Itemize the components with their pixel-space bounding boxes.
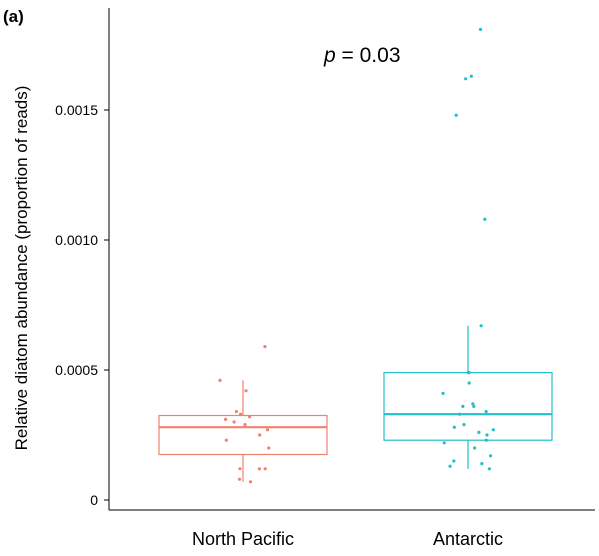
data-point [464, 77, 468, 81]
p-value-annotation: p = 0.03 [323, 44, 401, 67]
x-category-label: North Pacific [192, 529, 294, 549]
data-point [478, 27, 483, 31]
data-point [442, 441, 446, 445]
data-point [243, 423, 247, 427]
data-point [218, 378, 222, 382]
data-point [265, 428, 270, 432]
data-point [257, 467, 262, 471]
p-value-text: = 0.03 [336, 44, 401, 67]
y-tick-label: 0.0015 [55, 102, 98, 118]
data-point [258, 433, 262, 437]
data-point [485, 433, 489, 437]
data-point [487, 467, 492, 471]
data-point [263, 467, 267, 471]
y-tick-label: 0.0010 [55, 232, 98, 248]
data-point [479, 324, 483, 328]
data-point [462, 423, 466, 427]
box-groups: North Pacific Antarctic [158, 27, 553, 549]
data-point [484, 410, 488, 414]
axes: 0 0.0005 0.0010 0.0015 [55, 8, 595, 511]
data-point [473, 446, 477, 450]
data-point [472, 404, 476, 408]
y-tick-label: 0 [90, 492, 98, 508]
data-point [452, 425, 456, 429]
data-point [238, 412, 243, 416]
data-point [469, 74, 473, 78]
data-point [484, 438, 488, 442]
data-point [491, 428, 495, 432]
data-point [232, 420, 236, 424]
panel-label: (a) [3, 7, 24, 26]
data-point [483, 217, 487, 221]
data-point [461, 404, 465, 408]
data-point [224, 417, 228, 421]
y-tick-label: 0.0005 [55, 362, 98, 378]
data-point [467, 381, 471, 385]
data-point [441, 391, 445, 395]
data-point [267, 446, 271, 450]
data-point [458, 412, 462, 416]
data-point [247, 415, 252, 419]
data-point [454, 113, 458, 117]
box-group-1: Antarctic [383, 27, 553, 549]
data-point [488, 454, 493, 458]
data-point [448, 464, 452, 468]
data-point [244, 389, 248, 393]
data-point [263, 345, 267, 349]
data-point [471, 402, 475, 406]
data-point [238, 467, 242, 471]
data-point [467, 371, 471, 375]
box-group-0: North Pacific [158, 345, 328, 549]
data-point [452, 459, 456, 463]
iqr-box [158, 414, 328, 456]
y-axis-label: Relative diatom abundance (proportion of… [12, 86, 31, 451]
data-point [224, 438, 228, 442]
data-point [234, 410, 239, 414]
p-value-symbol: p [323, 44, 336, 67]
data-point [248, 480, 253, 484]
data-point [477, 430, 481, 434]
data-point [480, 462, 484, 466]
x-category-label: Antarctic [433, 529, 503, 549]
data-point [237, 477, 242, 481]
